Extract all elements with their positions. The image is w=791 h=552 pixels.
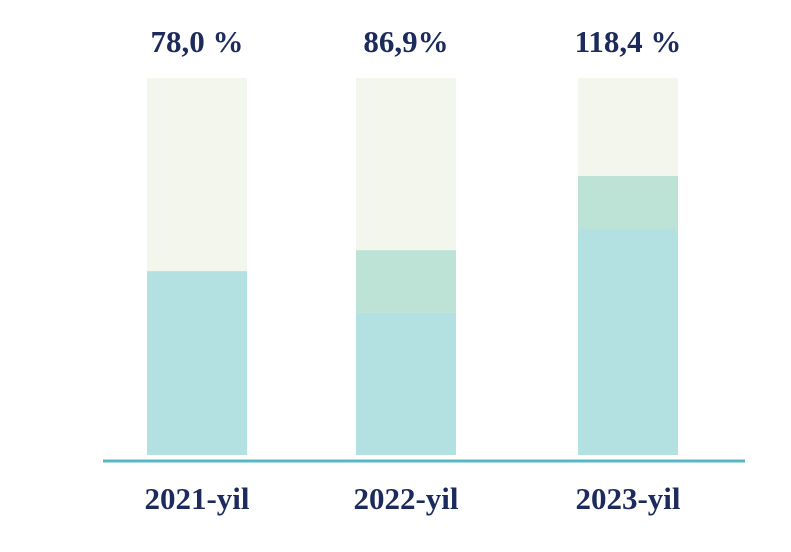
x-tick-label: 2021-yil xyxy=(144,481,249,516)
value-label: 78,0 % xyxy=(151,24,244,59)
bar-segment xyxy=(578,229,678,455)
value-label: 118,4 % xyxy=(575,24,682,59)
x-tick-label: 2023-yil xyxy=(575,481,680,516)
bar-segment xyxy=(147,271,247,455)
bar-segment xyxy=(578,176,678,230)
value-label: 86,9% xyxy=(363,24,448,59)
bar-segment xyxy=(356,312,456,455)
x-tick-label: 2022-yil xyxy=(353,481,458,516)
bar-segment xyxy=(356,250,456,313)
